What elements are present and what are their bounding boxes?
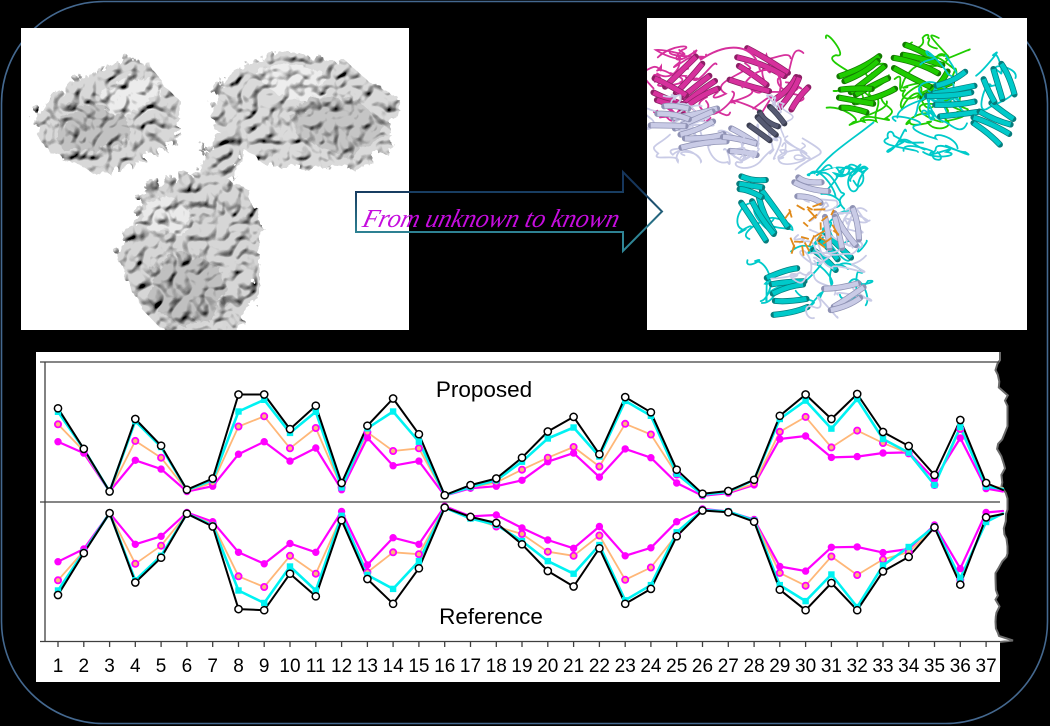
svg-text:32: 32: [847, 656, 868, 677]
svg-text:3: 3: [104, 656, 115, 677]
svg-text:5: 5: [156, 656, 167, 677]
svg-text:35: 35: [924, 656, 945, 677]
svg-text:28: 28: [744, 656, 765, 677]
svg-text:7: 7: [207, 656, 218, 677]
svg-text:Proposed: Proposed: [436, 377, 532, 402]
svg-text:25: 25: [666, 656, 687, 677]
svg-text:10: 10: [279, 656, 300, 677]
svg-text:19: 19: [511, 656, 532, 677]
svg-text:20: 20: [537, 656, 558, 677]
svg-text:15: 15: [408, 656, 429, 677]
svg-text:23: 23: [615, 656, 636, 677]
svg-text:21: 21: [563, 656, 584, 677]
svg-text:24: 24: [640, 656, 662, 677]
svg-text:6: 6: [182, 656, 193, 677]
svg-text:37: 37: [976, 656, 997, 677]
svg-text:27: 27: [718, 656, 739, 677]
svg-text:31: 31: [821, 656, 842, 677]
svg-text:22: 22: [589, 656, 610, 677]
svg-text:12: 12: [331, 656, 352, 677]
svg-text:From unknown to known: From unknown to known: [359, 203, 623, 233]
svg-text:9: 9: [259, 656, 270, 677]
svg-text:26: 26: [692, 656, 713, 677]
svg-text:29: 29: [769, 656, 790, 677]
svg-text:Reference: Reference: [439, 604, 543, 629]
svg-text:13: 13: [357, 656, 378, 677]
svg-text:14: 14: [383, 656, 405, 677]
svg-text:33: 33: [872, 656, 893, 677]
svg-text:11: 11: [306, 656, 326, 677]
svg-text:4: 4: [130, 656, 141, 677]
svg-text:36: 36: [950, 656, 971, 677]
svg-text:2: 2: [79, 656, 90, 677]
svg-text:30: 30: [795, 656, 816, 677]
svg-text:18: 18: [486, 656, 507, 677]
svg-text:1: 1: [53, 656, 64, 677]
svg-text:17: 17: [460, 656, 481, 677]
svg-text:16: 16: [434, 656, 455, 677]
svg-text:34: 34: [898, 656, 920, 677]
svg-text:8: 8: [233, 656, 244, 677]
